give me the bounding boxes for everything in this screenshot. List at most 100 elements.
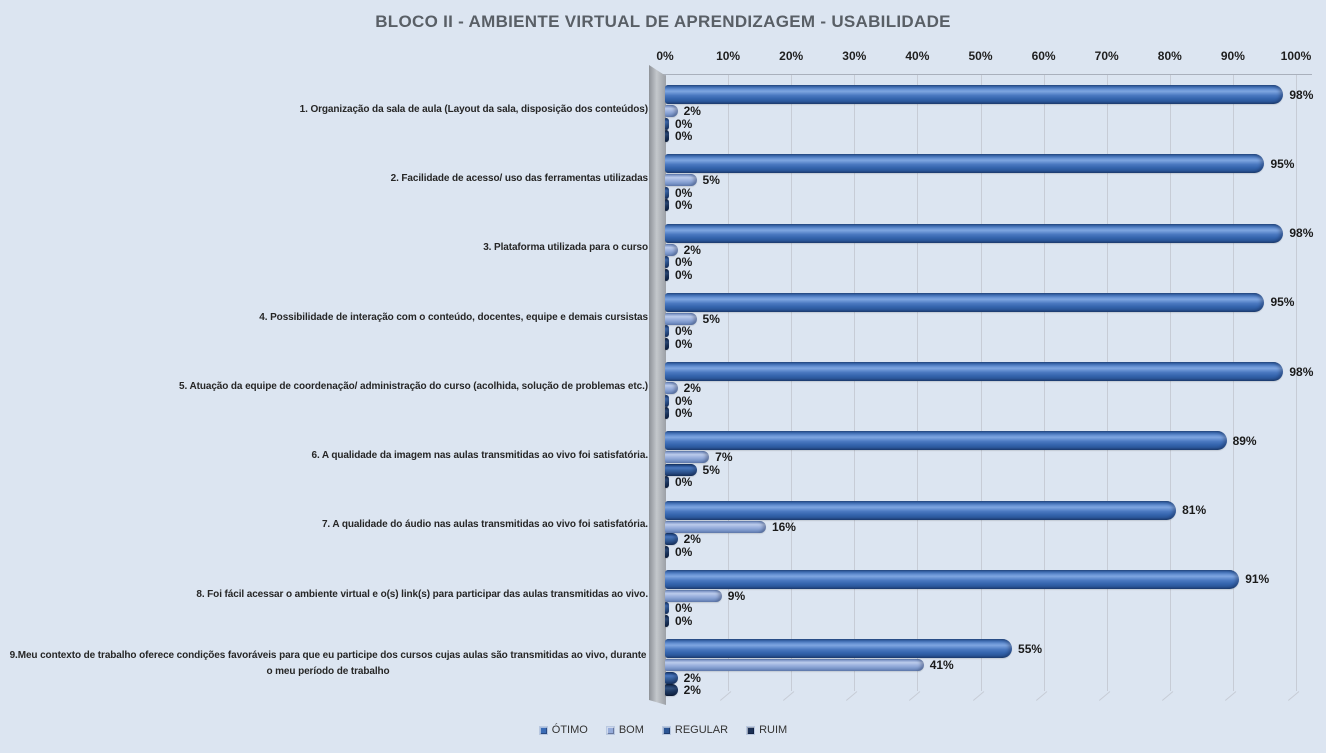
value-label: 95% xyxy=(1270,156,1295,171)
legend: ÓTIMO BOM REGULAR RUIM xyxy=(0,724,1326,736)
bar-bom xyxy=(665,105,678,117)
value-label: 16% xyxy=(771,519,796,534)
legend-marker-regular xyxy=(661,725,671,735)
value-label: 2% xyxy=(683,532,701,546)
bar-ruim xyxy=(665,684,678,696)
gridline xyxy=(917,75,919,691)
bar-otimo xyxy=(665,85,1284,104)
legend-marker-ruim xyxy=(746,725,756,735)
bar-ruim xyxy=(665,199,669,212)
value-label: 0% xyxy=(675,255,693,269)
category-label: 5. Atuação da equipe de coordenação/ adm… xyxy=(8,352,648,421)
axis-tick-label: 70% xyxy=(1094,49,1119,63)
bar-bom xyxy=(665,451,710,464)
legend-item-ruim: RUIM xyxy=(746,724,787,736)
category-label: 7. A qualidade do áudio nas aulas transm… xyxy=(8,491,648,560)
bar-bom xyxy=(665,382,678,394)
value-label: 9% xyxy=(727,588,746,603)
gridline xyxy=(980,75,982,691)
legend-label: RUIM xyxy=(759,724,788,736)
gridline xyxy=(1232,75,1234,691)
bar-regular xyxy=(665,394,669,407)
value-label: 98% xyxy=(1289,226,1314,240)
bar-bom xyxy=(665,312,697,325)
value-label: 0% xyxy=(675,601,693,616)
bar-ruim xyxy=(665,130,669,142)
value-label: 0% xyxy=(675,336,693,351)
value-label: 0% xyxy=(675,129,693,143)
category-label-text: 3. Plataforma utilizada para o curso xyxy=(483,242,648,254)
axis-tick-label: 50% xyxy=(968,49,993,63)
bar-otimo xyxy=(665,154,1265,174)
category-label-text: 1. Organização da sala de aula (Layout d… xyxy=(299,103,648,115)
bar-bom xyxy=(665,659,924,671)
bar-otimo xyxy=(665,431,1227,451)
gridline xyxy=(1169,75,1171,691)
chart-title: BLOCO II - AMBIENTE VIRTUAL DE APRENDIZA… xyxy=(375,12,951,31)
value-label: 0% xyxy=(675,406,693,420)
value-label: 2% xyxy=(683,670,701,685)
axis-tick-label: 100% xyxy=(1280,49,1312,63)
bar-regular xyxy=(665,256,669,268)
axis-tick-label: 60% xyxy=(1031,49,1056,63)
axis-tick-label: 10% xyxy=(716,49,741,63)
value-label: 0% xyxy=(675,544,693,559)
value-label: 0% xyxy=(675,185,693,200)
value-label: 0% xyxy=(675,324,693,339)
value-label: 0% xyxy=(675,198,693,213)
bar-ruim xyxy=(665,545,669,558)
value-label: 0% xyxy=(675,475,693,490)
bar-regular xyxy=(665,463,697,476)
bar-otimo xyxy=(665,362,1284,381)
bar-regular xyxy=(665,533,678,545)
bar-bom xyxy=(665,520,766,533)
value-label: 0% xyxy=(675,393,693,408)
gridline xyxy=(791,75,793,691)
axis-line xyxy=(656,74,1312,75)
bar-otimo xyxy=(665,500,1177,520)
gridline xyxy=(1043,75,1045,691)
legend-marker-otimo xyxy=(538,725,548,735)
bar-regular xyxy=(665,186,669,199)
legend-item-bom: BOM xyxy=(605,724,644,736)
bar-bom xyxy=(665,174,697,187)
bar-regular xyxy=(665,602,669,615)
category-label-text: 4. Possibilidade de interação com o cont… xyxy=(259,311,648,323)
value-label: 2% xyxy=(683,104,701,118)
value-label: 41% xyxy=(929,658,954,672)
value-label: 91% xyxy=(1245,572,1270,587)
bar-ruim xyxy=(665,337,669,350)
bar-otimo xyxy=(665,639,1013,658)
value-label: 89% xyxy=(1232,433,1257,448)
value-label: 0% xyxy=(675,116,693,131)
legend-marker-bom xyxy=(605,725,615,735)
bar-bom xyxy=(665,589,722,602)
category-label: 8. Foi fácil acessar o ambiente virtual … xyxy=(8,560,648,629)
category-label-text: 8. Foi fácil acessar o ambiente virtual … xyxy=(196,588,648,600)
category-label: 9.Meu contexto de trabalho oferece condi… xyxy=(8,629,648,698)
legend-label: REGULAR xyxy=(674,724,729,736)
category-label-text: 5. Atuação da equipe de coordenação/ adm… xyxy=(179,380,648,392)
value-label: 2% xyxy=(683,242,701,257)
value-label: 81% xyxy=(1182,503,1207,517)
value-label: 55% xyxy=(1018,641,1043,656)
category-label-text: 6. A qualidade da imagem nas aulas trans… xyxy=(311,450,648,462)
value-label: 2% xyxy=(683,683,701,697)
bar-otimo xyxy=(665,223,1284,243)
value-label: 2% xyxy=(683,381,701,395)
category-label: 3. Plataforma utilizada para o curso xyxy=(8,214,648,283)
value-label: 5% xyxy=(702,462,720,477)
axis-tick-label: 20% xyxy=(779,49,804,63)
bar-otimo xyxy=(665,569,1240,589)
category-label-text: 7. A qualidade do áudio nas aulas transm… xyxy=(321,519,648,531)
bar-otimo xyxy=(665,292,1265,312)
category-label: 6. A qualidade da imagem nas aulas trans… xyxy=(8,421,648,490)
value-label: 5% xyxy=(702,173,720,188)
bar-bom xyxy=(665,243,678,256)
value-label: 0% xyxy=(675,613,693,628)
category-label-text: 2. Facilidade de acesso/ uso das ferrame… xyxy=(390,173,648,185)
value-label: 98% xyxy=(1289,87,1314,102)
gridline xyxy=(1296,75,1297,691)
bar-ruim xyxy=(665,407,669,419)
